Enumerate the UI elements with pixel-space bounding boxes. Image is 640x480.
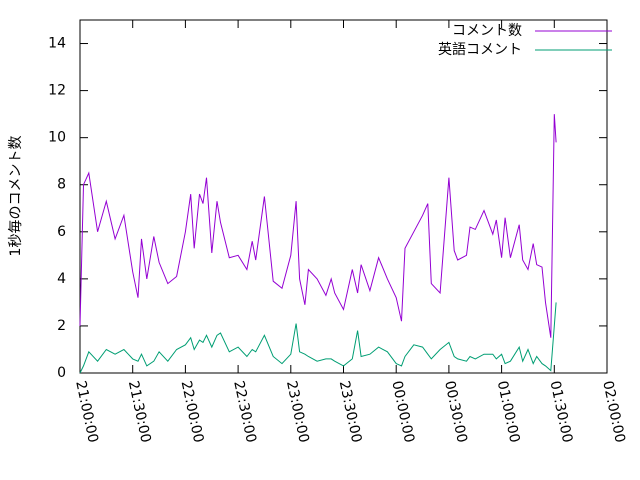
plot-frame	[79, 19, 608, 374]
y-tick-label: 10	[48, 130, 66, 146]
y-tick-label: 14	[48, 36, 66, 52]
legend-label: 英語コメント	[438, 41, 522, 58]
x-tick-label: 22:00:00	[178, 379, 207, 444]
y-tick-label: 12	[48, 83, 66, 99]
x-tick-label: 02:00:00	[599, 379, 628, 444]
series-line	[79, 302, 557, 374]
y-tick-label: 8	[57, 177, 66, 193]
x-tick-label: 01:30:00	[546, 379, 575, 444]
y-tick-label: 0	[57, 365, 66, 381]
x-tick-label: 00:00:00	[388, 379, 417, 444]
y-tick-label: 2	[57, 318, 66, 334]
x-tick-label: 01:00:00	[494, 379, 523, 444]
y-axis-label: 1秒毎のコメント数	[8, 136, 24, 257]
x-tick-label: 23:00:00	[283, 379, 312, 444]
x-tick-label: 22:30:00	[230, 379, 259, 444]
legend-label: コメント数	[452, 23, 522, 39]
x-tick-label: 21:00:00	[72, 379, 101, 444]
x-tick-label: 21:30:00	[125, 379, 154, 444]
series-line	[79, 114, 557, 338]
y-tick-label: 6	[57, 224, 66, 240]
x-tick-label: 23:30:00	[336, 379, 365, 444]
x-tick-label: 00:30:00	[441, 379, 470, 444]
y-tick-label: 4	[57, 271, 66, 287]
